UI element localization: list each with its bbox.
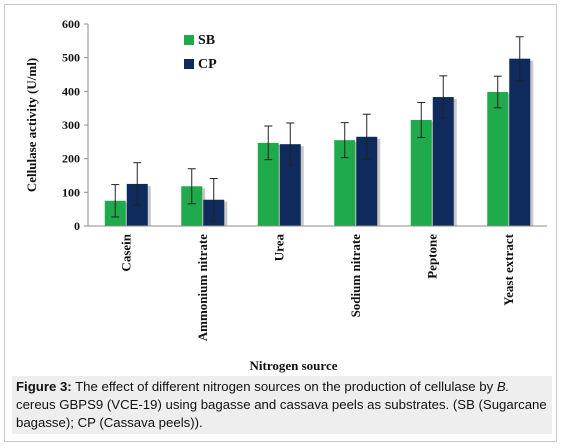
figure-frame [4, 4, 557, 442]
legend-label-sb: SB [198, 33, 215, 48]
figure-caption: Figure 3: The effect of different nitrog… [12, 376, 552, 434]
x-axis-title: Nitrogen source [250, 358, 338, 373]
caption-italic: B. [496, 379, 510, 394]
legend-swatch-cp [184, 59, 194, 69]
bar-sb [410, 119, 432, 226]
category-label: Ammonium nitrate [195, 234, 210, 341]
caption-text-2: cereus GBPS9 (VCE-19) using bagasse and … [16, 397, 547, 430]
axes [87, 24, 547, 227]
category-label: Peptone [424, 234, 439, 279]
y-tick-label: 300 [62, 118, 80, 132]
category-label: Yeast extract [501, 233, 516, 305]
category-label: Urea [271, 234, 286, 262]
caption-label: Figure 3: [16, 379, 72, 394]
y-axis-ticks: 0 100 200 300 400 500 600 [62, 17, 88, 233]
y-tick-label: 100 [62, 185, 80, 199]
bar-sb [334, 140, 356, 226]
y-axis-title: Cellulase activity (U/ml) [24, 58, 39, 192]
legend-swatch-sb [184, 35, 194, 45]
y-tick-label: 600 [62, 17, 80, 31]
caption-text-1: The effect of different nitrogen sources… [71, 379, 497, 394]
legend: SB CP [184, 33, 217, 72]
bar-cp [279, 144, 301, 226]
category-labels: Casein Ammonium nitrate Urea Sodium nitrate… [118, 233, 516, 341]
y-tick-label: 400 [62, 84, 80, 98]
bars [104, 36, 534, 226]
y-tick-label: 0 [74, 219, 80, 233]
y-tick-label: 500 [62, 51, 80, 65]
bar-cp [356, 136, 378, 226]
chart: 0 100 200 300 400 500 600 Casein Ammonium nitra… [24, 17, 547, 373]
category-label: Casein [118, 233, 133, 271]
legend-label-cp: CP [198, 57, 217, 72]
bar-cp [432, 97, 454, 226]
bar-cp [509, 58, 531, 226]
y-tick-label: 200 [62, 152, 80, 166]
bar-sb [487, 92, 509, 226]
bar-sb [181, 186, 203, 226]
category-label: Sodium nitrate [348, 234, 363, 318]
bar-sb [257, 142, 279, 226]
